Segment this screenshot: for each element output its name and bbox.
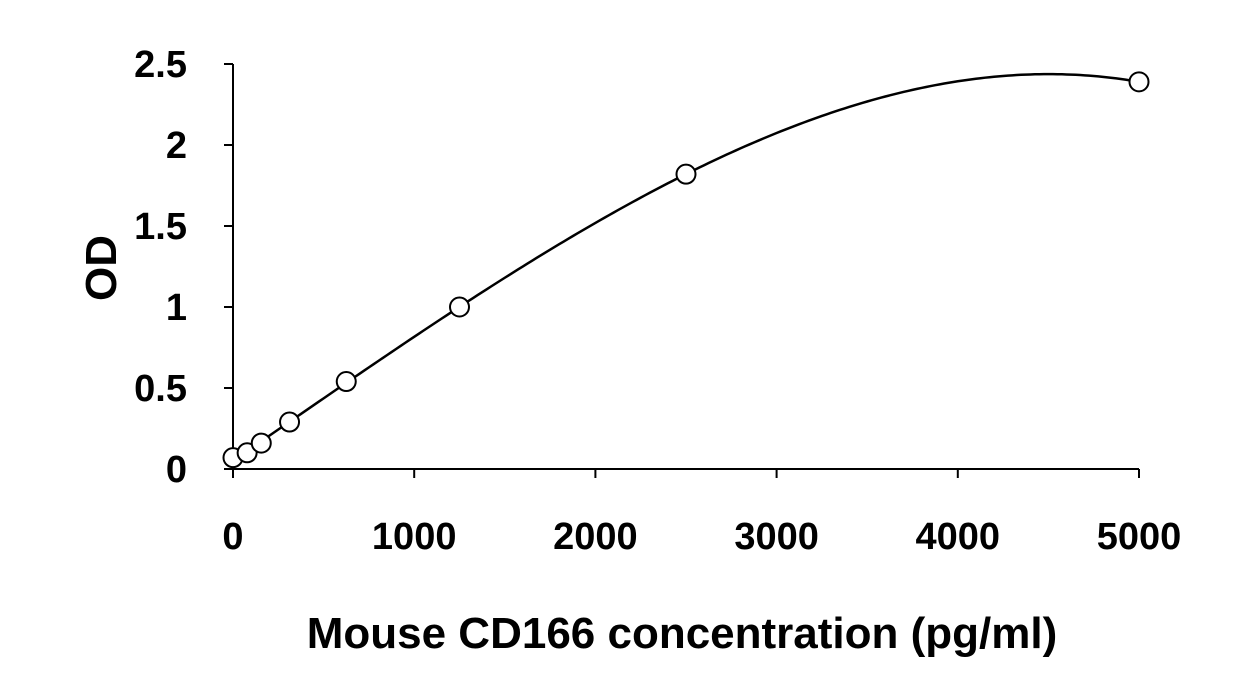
y-tick-label: 2 — [166, 125, 187, 167]
data-point — [335, 371, 357, 393]
data-points-group — [222, 71, 1150, 469]
data-point — [1128, 71, 1150, 93]
fit-curve-group — [232, 72, 1140, 462]
x-tick-label: 0 — [222, 516, 243, 558]
x-tick-label: 4000 — [916, 516, 1001, 558]
y-axis-title: OD — [77, 235, 126, 301]
y-tick-label: 1 — [166, 287, 187, 329]
x-tick-label: 3000 — [734, 516, 819, 558]
x-axis-title: Mouse CD166 concentration (pg/ml) — [307, 609, 1058, 658]
data-point — [279, 411, 301, 433]
x-tick-label: 5000 — [1097, 516, 1182, 558]
x-tick-label: 1000 — [372, 516, 457, 558]
labels-group: Mouse CD166 concentration (pg/ml) OD — [77, 235, 1057, 658]
axes-group — [232, 64, 1139, 470]
data-point — [236, 442, 258, 464]
x-tick-label: 2000 — [553, 516, 638, 558]
y-tick-label: 1.5 — [134, 206, 187, 248]
fit-curve — [232, 72, 1140, 462]
data-point — [449, 296, 470, 318]
y-tick-label: 0.5 — [134, 368, 187, 410]
ticks-group: 0 0.5 1 1.5 2 2.5 0 1000 2000 3000 4000 5000 — [134, 44, 1181, 558]
data-point — [250, 432, 272, 454]
y-tick-label: 2.5 — [134, 44, 187, 86]
y-tick-label: 0 — [166, 449, 187, 491]
data-point — [675, 163, 697, 185]
